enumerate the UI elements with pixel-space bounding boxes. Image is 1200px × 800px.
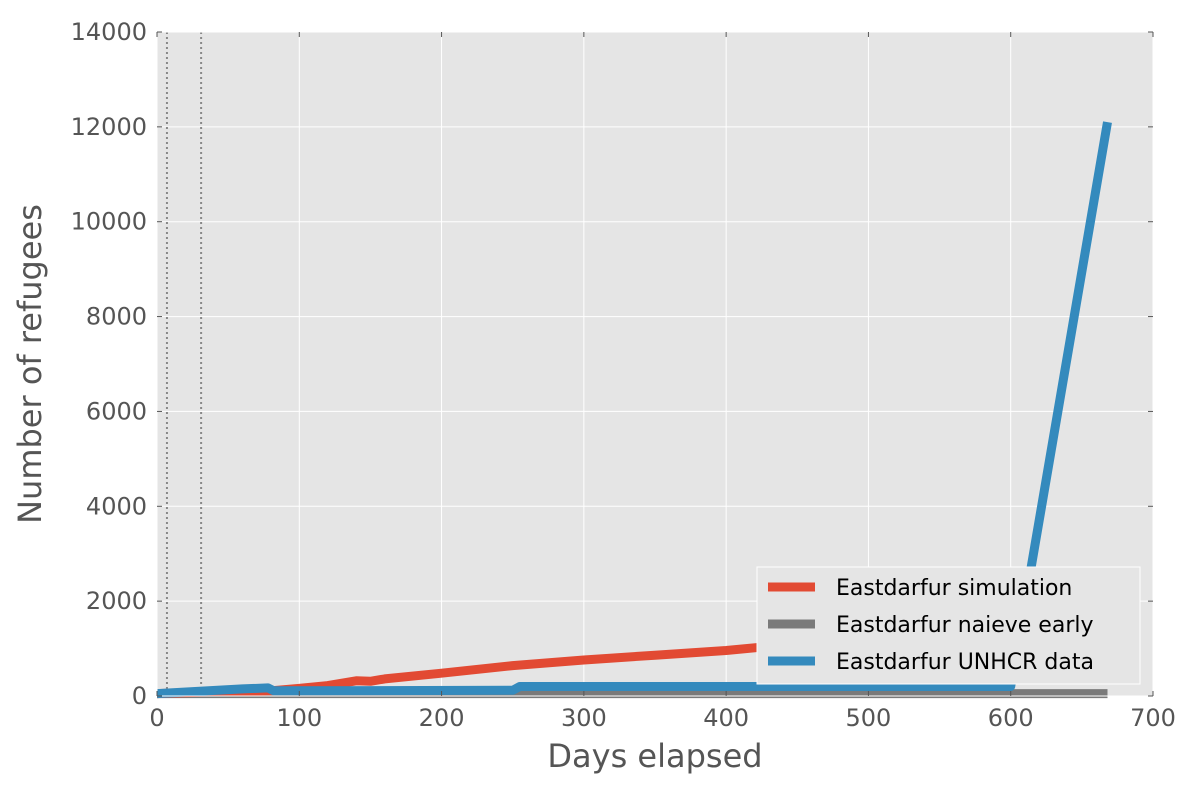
y-tick-label: 4000: [86, 492, 147, 520]
tick-marks: [156, 31, 1154, 697]
y-tick-label: 10000: [71, 208, 147, 236]
y-tick-labels: 0 2000 4000 6000 8000 10000 12000 14000: [71, 18, 147, 710]
x-tick-label: 700: [1130, 704, 1176, 732]
vertical-markers: [165, 32, 203, 696]
x-tick-label: 300: [561, 704, 607, 732]
series-lines: [156, 121, 1112, 699]
y-tick-label: 2000: [86, 587, 147, 615]
x-tick-label: 500: [846, 704, 892, 732]
legend-label: Eastdarfur naieve early: [836, 613, 1094, 638]
x-tick-label: 400: [703, 704, 749, 732]
plot-frame: [156, 31, 1154, 697]
legend-label: Eastdarfur simulation: [836, 576, 1072, 601]
x-tick-labels: 0 100 200 300 400 500 600 700: [149, 704, 1176, 732]
x-tick-label: 100: [276, 704, 322, 732]
legend: Eastdarfur simulation Eastdarfur naieve e…: [756, 566, 1141, 685]
x-tick-label: 0: [149, 704, 164, 732]
x-axis-title: Days elapsed: [547, 737, 762, 775]
y-tick-label: 0: [132, 682, 147, 710]
y-tick-label: 14000: [71, 18, 147, 46]
series-line-2: [156, 121, 1112, 699]
y-axis-title: Number of refugees: [11, 204, 49, 524]
legend-box: [756, 566, 1141, 685]
legend-label: Eastdarfur UNHCR data: [836, 650, 1094, 675]
x-tick-label: 200: [419, 704, 465, 732]
x-tick-label: 600: [988, 704, 1034, 732]
y-tick-label: 6000: [86, 397, 147, 425]
y-tick-label: 8000: [86, 303, 147, 331]
y-tick-label: 12000: [71, 113, 147, 141]
